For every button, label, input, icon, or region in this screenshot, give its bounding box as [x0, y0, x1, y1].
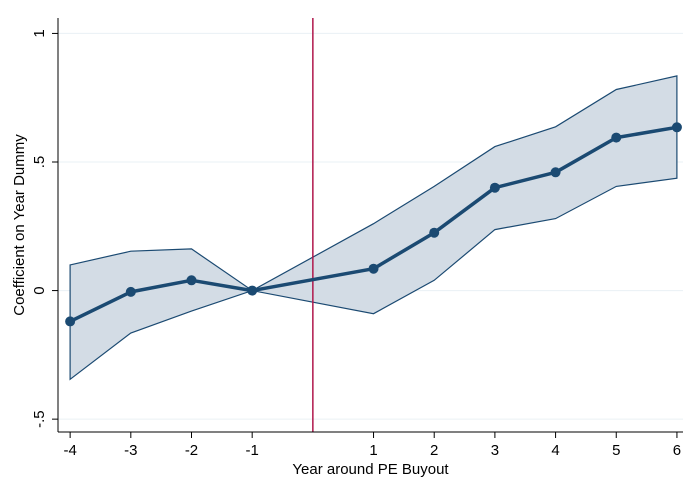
x-axis-ticks: -4 -3 -2 -1 1 2 3 4 5 6 [63, 432, 681, 459]
y-axis-ticks: -.5 0 .5 1 [31, 29, 58, 428]
x-tick-label: -2 [185, 442, 198, 459]
y-tick-label: .5 [31, 156, 48, 169]
coefficient-point [247, 285, 258, 296]
y-axis-title: Coefficient on Year Dummy [11, 134, 28, 316]
x-tick-label: -4 [63, 442, 76, 459]
coefficient-point [671, 122, 682, 133]
coefficient-line [69, 125, 678, 323]
coefficient-point [550, 167, 561, 178]
x-tick-label: -1 [246, 442, 259, 459]
y-tick-label: -.5 [31, 410, 48, 428]
x-axis-title: Year around PE Buyout [292, 461, 449, 478]
x-tick-label: -3 [124, 442, 137, 459]
x-tick-label: 1 [369, 442, 377, 459]
x-tick-label: 2 [430, 442, 438, 459]
coefficient-point [429, 227, 440, 238]
y-tick-label: 0 [31, 286, 48, 294]
y-tick-label: 1 [31, 29, 48, 37]
coefficient-point [489, 182, 500, 193]
coefficient-point [186, 275, 197, 286]
coefficient-point [611, 132, 622, 143]
x-tick-label: 5 [612, 442, 620, 459]
coefficient-point [368, 263, 379, 274]
coefficient-point [125, 286, 136, 297]
x-tick-label: 6 [673, 442, 681, 459]
coefficient-points [65, 122, 682, 327]
x-tick-label: 3 [491, 442, 499, 459]
x-tick-label: 4 [551, 442, 559, 459]
confidence-band [69, 75, 678, 381]
coefficient-point [65, 316, 76, 327]
